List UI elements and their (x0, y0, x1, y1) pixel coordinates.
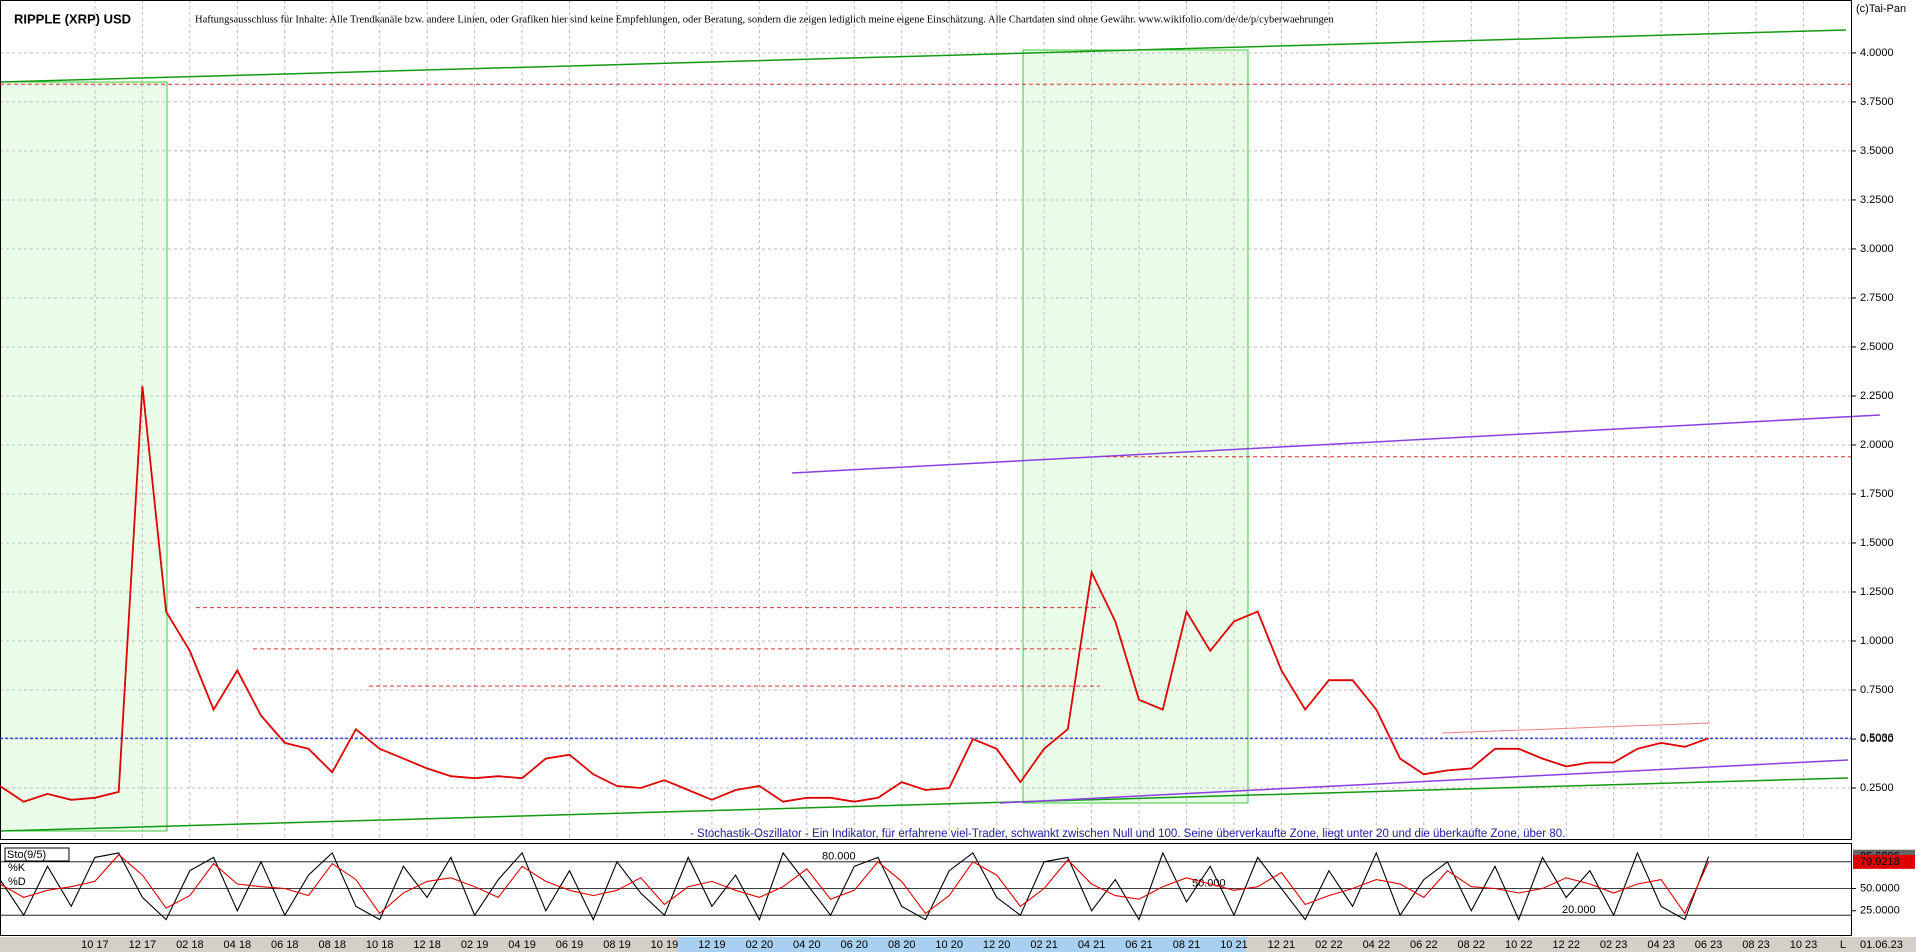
y-tick-label: 3.5000 (1860, 145, 1894, 157)
x-tick-label: 04 21 (1078, 939, 1106, 951)
trend-line (1441, 722, 1711, 734)
y-tick-label: 3.0000 (1860, 243, 1894, 255)
annotation: - Stochastik-Oszillator - Ein Indikator,… (690, 828, 1565, 840)
x-tick-label: 04 19 (508, 939, 536, 951)
x-tick-label: 04 23 (1647, 939, 1675, 951)
x-tick-label: 08 21 (1173, 939, 1201, 951)
x-tick-label: 02 23 (1600, 939, 1628, 951)
axis-end: L (1840, 939, 1846, 951)
y-tick-label: 1.7500 (1860, 488, 1894, 500)
x-tick-label: 10 17 (81, 939, 109, 951)
x-tick-label: 08 19 (603, 939, 631, 951)
x-tick-label: 08 18 (318, 939, 346, 951)
x-tick-label: 04 18 (224, 939, 252, 951)
trend-line (999, 759, 1849, 804)
legend-entry: %K (8, 862, 26, 874)
price-marker-label: 0.5036 (1860, 732, 1894, 744)
x-tick-label: 06 19 (556, 939, 584, 951)
y-tick-label: 1.5000 (1860, 537, 1894, 549)
x-tick-label: 10 23 (1790, 939, 1818, 951)
x-tick-label: 02 18 (176, 939, 204, 951)
x-tick-label: 06 22 (1410, 939, 1438, 951)
x-tick-label: 10 20 (935, 939, 963, 951)
legend-entry: %D (8, 876, 26, 888)
y-tick-label: 2.0000 (1860, 439, 1894, 451)
level-label: 80.000 (822, 851, 856, 863)
x-tick-label: 12 22 (1552, 939, 1580, 951)
source: (c)Tai-Pan (1856, 3, 1906, 15)
x-tick-label: 08 22 (1457, 939, 1485, 951)
series-line (0, 851, 1710, 922)
y-tick-label: 2.2500 (1860, 390, 1894, 402)
y-tick-label: 1.0000 (1860, 635, 1894, 647)
x-tick-label: 02 20 (746, 939, 774, 951)
x-tick-label: 06 21 (1125, 939, 1153, 951)
trend-line (0, 29, 1847, 83)
indicator-title: Sto(9/5) (7, 849, 46, 861)
x-tick-label: 06 20 (841, 939, 869, 951)
main-frame (0, 0, 1852, 840)
x-tick-label: 12 21 (1268, 939, 1296, 951)
x-tick-label: 12 19 (698, 939, 726, 951)
date-selection (678, 937, 1246, 952)
x-tick-label: 02 21 (1030, 939, 1058, 951)
x-tick-label: 12 18 (413, 939, 441, 951)
y-tick-label: 0.7500 (1860, 684, 1894, 696)
x-tick-label: 10 18 (366, 939, 394, 951)
y-tick-label: 0.2500 (1860, 782, 1894, 794)
y-tick-label: 3.2500 (1860, 194, 1894, 206)
x-tick-label: 08 23 (1742, 939, 1770, 951)
y-tick-label: 50.0000 (1860, 882, 1900, 894)
x-tick-label: 06 18 (271, 939, 299, 951)
y-tick-label: 25.0000 (1860, 905, 1900, 917)
x-tick-label: 02 19 (461, 939, 489, 951)
y-tick-label: 3.7500 (1860, 96, 1894, 108)
y-tick-label: 1.2500 (1860, 586, 1894, 598)
trend-line (0, 777, 1849, 832)
x-tick-label: 12 20 (983, 939, 1011, 951)
series-line (0, 386, 1709, 803)
series-line (0, 853, 1710, 915)
x-tick-label: 10 19 (651, 939, 679, 951)
indicator-box (4, 847, 70, 862)
y-tick-label: 4.0000 (1860, 47, 1894, 59)
x-tick-label: 10 21 (1220, 939, 1248, 951)
y-tick-label: 0.5000 (1860, 733, 1894, 745)
x-tick-label: 10 22 (1505, 939, 1533, 951)
chart-title: RIPPLE (XRP) USD (14, 11, 131, 26)
y-tick-label: 2.7500 (1860, 292, 1894, 304)
value-badge (1853, 854, 1915, 869)
level-label: 20.000 (1562, 904, 1596, 916)
disclaimer: Haftungsausschluss für Inhalte: Alle Tre… (195, 14, 1334, 25)
x-tick-label: 12 17 (129, 939, 157, 951)
y-tick-label: 2.5000 (1860, 341, 1894, 353)
x-tick-label: 06 23 (1695, 939, 1723, 951)
x-tick-label: 04 20 (793, 939, 821, 951)
x-tick-label: 02 22 (1315, 939, 1343, 951)
value-badge-label: 79.9218 (1860, 856, 1900, 868)
x-tick-label: 08 20 (888, 939, 916, 951)
trend-line (791, 414, 1881, 474)
highlight-zone (1022, 49, 1249, 804)
x-tick-label: 04 22 (1363, 939, 1391, 951)
date: 01.06.23 (1860, 939, 1903, 951)
